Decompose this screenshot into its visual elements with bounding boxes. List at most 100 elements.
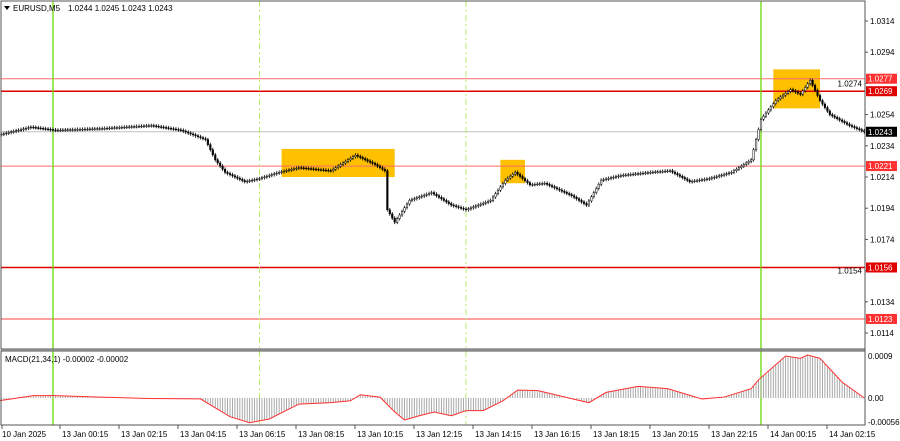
level-label: 1.0269 (868, 87, 893, 96)
ohlc-value: 1.0245 (92, 4, 119, 13)
candle-body (737, 167, 740, 170)
candle-body (553, 186, 556, 189)
candle-body (848, 123, 851, 126)
macd-tick-label: 0.00 (868, 394, 884, 403)
candle-body (452, 204, 455, 207)
candle-body (533, 184, 536, 186)
candle-body (614, 176, 618, 178)
candle-body (683, 177, 686, 180)
candle-body (349, 158, 352, 161)
candle-body (169, 128, 173, 130)
candle-body (612, 176, 615, 179)
candle-body (757, 129, 760, 140)
candle-body (646, 172, 649, 174)
macd-pane (0, 354, 865, 424)
candle-body (177, 129, 180, 131)
candle-body (627, 174, 630, 176)
candle-body (410, 199, 413, 201)
candle-body (548, 184, 551, 186)
candle-body (334, 167, 337, 170)
time-tick-label: 13 Jan 02:15 (121, 430, 168, 439)
candle-body (457, 206, 460, 208)
candle-body (302, 167, 305, 169)
candle-body (332, 168, 335, 172)
time-tick-label: 13 Jan 18:15 (593, 430, 640, 439)
candle-body (767, 109, 770, 114)
candle-body (19, 129, 23, 131)
candle-body (624, 174, 627, 176)
time-tick-label: 13 Jan 14:15 (475, 430, 522, 439)
candle-body (39, 127, 42, 130)
candle-body (779, 96, 782, 99)
candle-body (759, 119, 763, 130)
candle-body (280, 171, 283, 173)
candle-body (5, 132, 8, 135)
candle-body (135, 126, 138, 128)
ohlc-value: 1.0244 (68, 4, 93, 13)
dropdown-triangle-icon[interactable] (4, 6, 10, 10)
candle-body (172, 128, 175, 130)
candle-body (592, 192, 595, 198)
candle-body (538, 183, 541, 185)
level-label-box (866, 73, 897, 84)
candle-body (44, 128, 47, 130)
candle-body (17, 129, 20, 132)
candle-body (405, 203, 409, 208)
candle-body (423, 194, 426, 197)
price-tick-label: 1.0174 (870, 235, 895, 244)
candle-body (167, 127, 170, 129)
candle-body (98, 128, 101, 130)
candle-body (253, 179, 256, 181)
candle-body (241, 179, 244, 181)
level-label-box (866, 161, 897, 172)
candle-body (396, 218, 399, 223)
candle-body (364, 158, 367, 161)
candle-body (418, 196, 421, 199)
candle-body (818, 95, 822, 101)
candle-body (519, 174, 522, 177)
candle-body (700, 179, 704, 181)
candle-body (346, 159, 350, 162)
candle-body (285, 170, 288, 172)
candle-body (762, 115, 765, 120)
candle-body (287, 169, 291, 172)
candle-body (219, 162, 222, 167)
candle-body (742, 164, 745, 167)
candle-body (541, 183, 544, 185)
candle-body (523, 178, 527, 181)
candle-body (204, 138, 207, 140)
candle-body (853, 126, 856, 128)
candle-body (130, 126, 133, 128)
candle-body (187, 131, 190, 134)
candle-body (440, 197, 443, 200)
candle-body (81, 128, 84, 131)
candle-body (34, 127, 37, 129)
macd-title: MACD(21,34,1) -0.00002 -0.00002 (5, 355, 129, 364)
candle-body (794, 90, 797, 93)
candle-body (145, 125, 148, 127)
candle-body (467, 208, 470, 211)
price-tick-label: 1.0314 (870, 17, 895, 26)
candle-body (189, 132, 192, 135)
candle-body (263, 176, 266, 179)
candle-body (369, 160, 372, 163)
candle-body (248, 180, 251, 182)
candle-body (575, 197, 578, 200)
candle-body (632, 173, 635, 176)
candle-body (644, 172, 647, 174)
candle-body (56, 129, 59, 132)
candle-body (578, 198, 581, 201)
candle-body (563, 190, 566, 193)
candle-body (565, 192, 568, 194)
candle-body (725, 173, 728, 175)
current-price-box (866, 126, 897, 137)
candle-body (110, 127, 114, 129)
candle-body (137, 126, 141, 128)
candle-body (103, 128, 106, 130)
candle-body (113, 127, 116, 129)
candle-body (356, 154, 359, 157)
candle-body (659, 171, 662, 173)
candle-body (246, 180, 249, 183)
